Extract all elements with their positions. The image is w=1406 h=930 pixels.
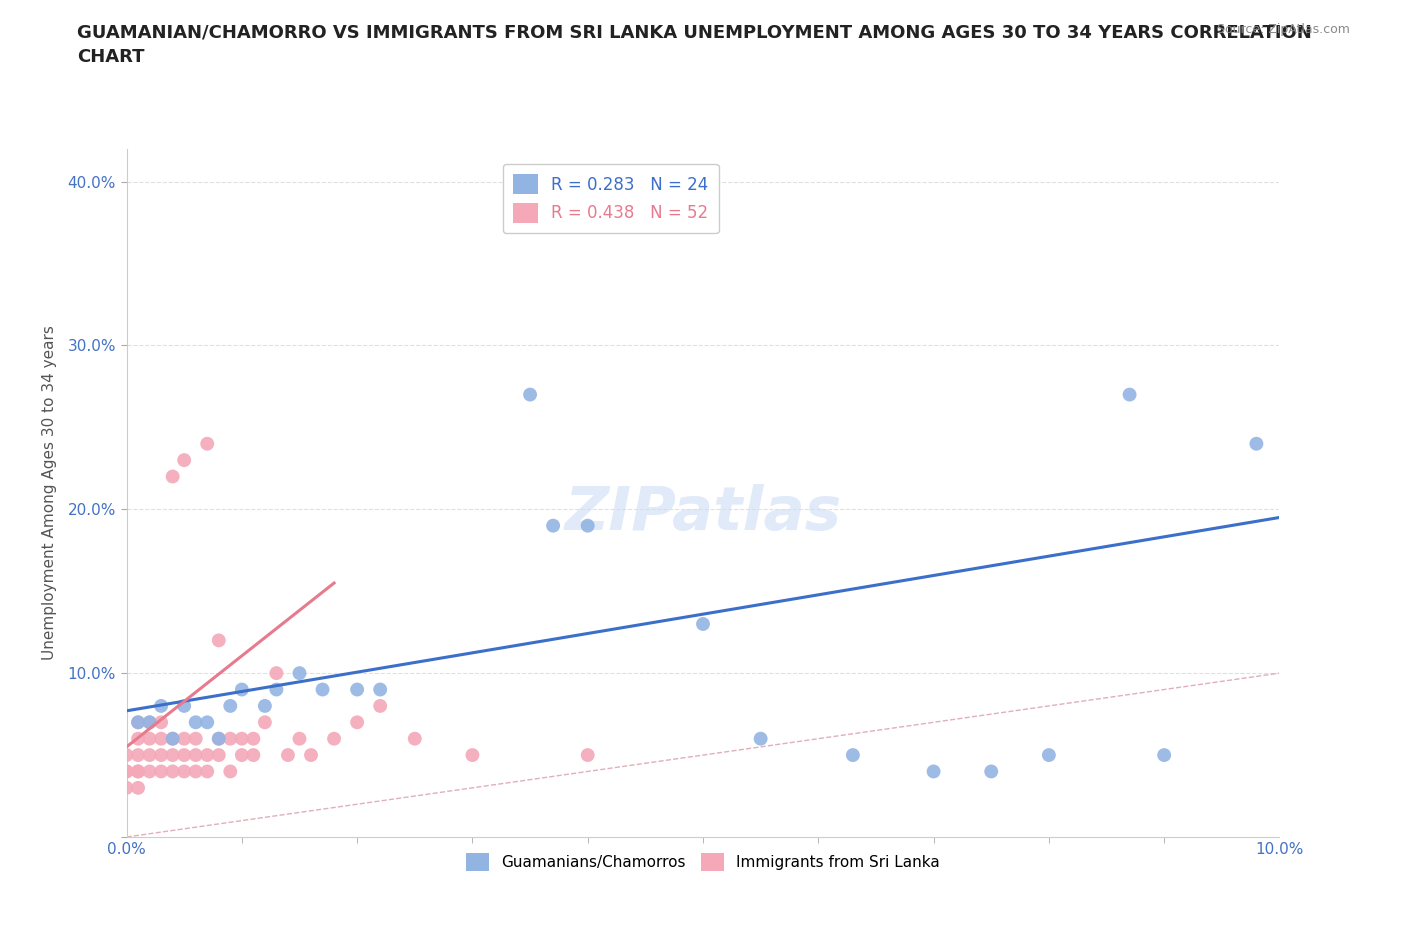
Point (922, 764, 945, 779)
Point (195, 715, 218, 730)
Point (173, 731, 195, 746)
Point (127, 715, 149, 730)
Point (461, 748, 484, 763)
Point (138, 715, 160, 730)
Text: Source: ZipAtlas.com: Source: ZipAtlas.com (1216, 23, 1350, 36)
Point (288, 666, 311, 681)
Point (195, 764, 218, 779)
Point (519, 387, 541, 402)
Point (219, 731, 242, 746)
Point (162, 764, 184, 779)
Point (346, 715, 368, 730)
Point (138, 764, 160, 779)
Y-axis label: Unemployment Among Ages 30 to 34 years: Unemployment Among Ages 30 to 34 years (42, 326, 56, 660)
Point (576, 748, 599, 763)
Point (1118, 387, 1140, 402)
Point (299, 748, 322, 763)
Point (195, 748, 218, 763)
Point (127, 715, 149, 730)
Point (173, 698, 195, 713)
Point (1246, 436, 1268, 451)
Point (184, 748, 207, 763)
Point (219, 698, 242, 713)
Point (266, 666, 288, 681)
Point (173, 764, 195, 779)
Point (208, 731, 231, 746)
Point (184, 715, 207, 730)
Point (288, 731, 311, 746)
Point (231, 682, 253, 697)
Point (346, 682, 368, 697)
Point (150, 698, 173, 713)
Point (162, 748, 184, 763)
Point (115, 748, 138, 763)
Point (404, 731, 426, 746)
Point (208, 748, 231, 763)
Point (138, 715, 160, 730)
Point (219, 764, 242, 779)
Point (138, 748, 160, 763)
Point (184, 764, 207, 779)
Point (150, 715, 173, 730)
Point (1153, 748, 1175, 763)
Point (208, 731, 231, 746)
Point (150, 748, 173, 763)
Point (115, 780, 138, 795)
Point (195, 436, 218, 451)
Point (127, 764, 149, 779)
Point (231, 748, 253, 763)
Point (253, 715, 276, 730)
Point (277, 748, 299, 763)
Point (980, 764, 1002, 779)
Point (173, 453, 195, 468)
Point (692, 617, 714, 631)
Point (115, 764, 138, 779)
Point (231, 731, 253, 746)
Point (150, 731, 173, 746)
Point (242, 748, 264, 763)
Point (208, 633, 231, 648)
Point (266, 682, 288, 697)
Point (253, 698, 276, 713)
Point (576, 518, 599, 533)
Point (842, 748, 865, 763)
Text: GUAMANIAN/CHAMORRO VS IMMIGRANTS FROM SRI LANKA UNEMPLOYMENT AMONG AGES 30 TO 34: GUAMANIAN/CHAMORRO VS IMMIGRANTS FROM SR… (77, 23, 1312, 66)
Point (749, 731, 772, 746)
Point (173, 748, 195, 763)
Point (127, 748, 149, 763)
Point (541, 518, 564, 533)
Point (127, 731, 149, 746)
Text: ZIPatlas: ZIPatlas (564, 484, 842, 543)
Point (162, 469, 184, 484)
Point (127, 764, 149, 779)
Point (162, 731, 184, 746)
Point (311, 682, 333, 697)
Point (162, 731, 184, 746)
Point (368, 682, 391, 697)
Point (368, 698, 391, 713)
Point (150, 764, 173, 779)
Legend: Guamanians/Chamorros, Immigrants from Sri Lanka: Guamanians/Chamorros, Immigrants from Sr… (460, 846, 946, 878)
Point (242, 731, 264, 746)
Point (115, 764, 138, 779)
Point (1038, 748, 1060, 763)
Point (184, 731, 207, 746)
Point (127, 780, 149, 795)
Point (138, 731, 160, 746)
Point (323, 731, 346, 746)
